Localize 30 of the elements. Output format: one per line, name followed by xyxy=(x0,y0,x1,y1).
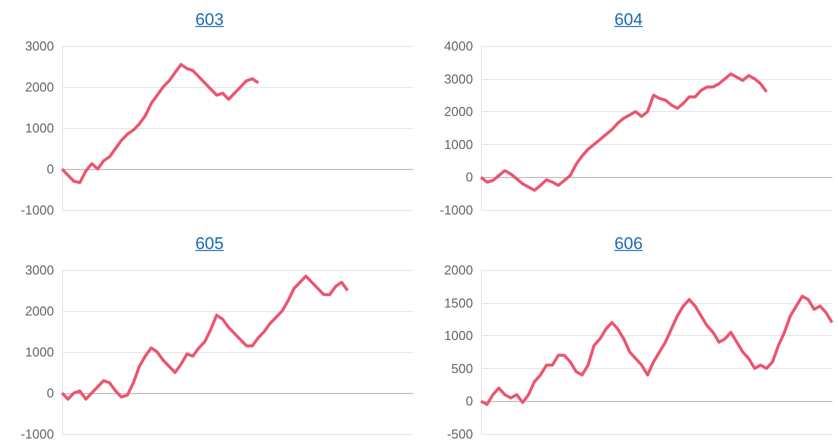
y-tick-label: 1000 xyxy=(25,120,54,136)
y-tick-label: 2000 xyxy=(444,262,473,278)
y-tick-label: -500 xyxy=(446,426,473,442)
line-series xyxy=(60,62,260,184)
y-tick-label: 1500 xyxy=(444,295,473,310)
y-tick-label: 0 xyxy=(46,162,54,176)
chart-title: 606 xyxy=(613,234,644,254)
y-tick-label: 2000 xyxy=(444,104,473,120)
y-tick-label: 0 xyxy=(466,170,473,185)
y-tick-label: 2000 xyxy=(25,304,54,318)
y-tick-label: 2000 xyxy=(25,80,54,94)
y-tick-label: 4000 xyxy=(444,38,473,54)
y-tick-label: 3000 xyxy=(25,38,54,54)
y-tick-label: 3000 xyxy=(444,71,473,86)
y-tick-label: 0 xyxy=(46,386,54,400)
y-tick-label: 1000 xyxy=(444,136,473,152)
y-tick-label: 500 xyxy=(451,360,473,376)
line-series xyxy=(480,294,834,406)
chart-title: 604 xyxy=(613,10,644,30)
y-tick-label: 3000 xyxy=(25,262,54,278)
chart-title: 603 xyxy=(194,10,225,30)
y-tick-label: -1000 xyxy=(20,426,54,442)
line-series xyxy=(480,72,768,192)
y-tick-label: 0 xyxy=(466,394,473,409)
y-tick-label: -1000 xyxy=(20,202,54,218)
y-tick-label: 1000 xyxy=(25,344,54,360)
y-tick-label: 1000 xyxy=(444,328,473,344)
line-series xyxy=(60,274,350,401)
y-tick-label: -1000 xyxy=(440,202,473,218)
chart-title: 605 xyxy=(194,234,225,254)
